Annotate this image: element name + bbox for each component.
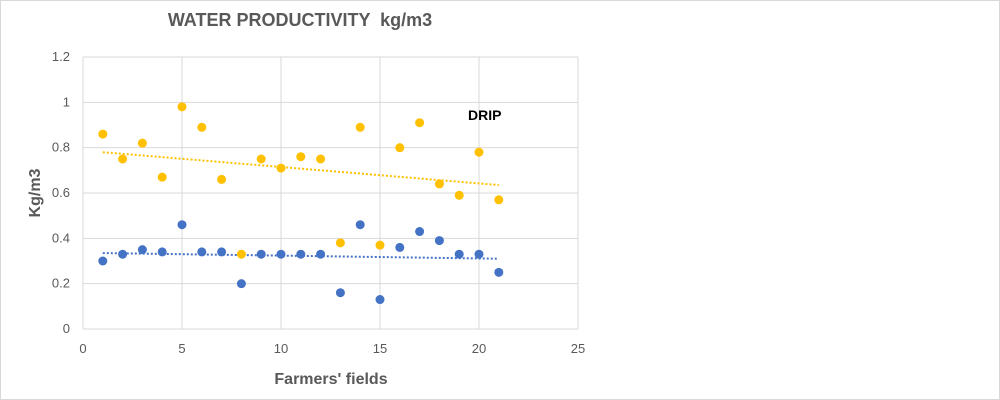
x-tick-label: 20 xyxy=(472,341,486,356)
data-point-series-2 xyxy=(296,249,306,259)
data-point-series-1 xyxy=(395,143,405,153)
data-point-series-1 xyxy=(494,195,504,205)
data-point-series-1 xyxy=(335,238,345,248)
data-point-series-2 xyxy=(98,256,108,266)
data-point-series-1 xyxy=(276,163,286,173)
x-tick-label: 15 xyxy=(373,341,387,356)
data-point-series-1 xyxy=(98,129,108,139)
data-point-series-1 xyxy=(316,154,326,164)
y-tick-label: 0.8 xyxy=(52,140,70,155)
data-point-series-2 xyxy=(276,249,286,259)
x-tick-label: 10 xyxy=(274,341,288,356)
data-point-series-2 xyxy=(256,249,266,259)
data-point-series-2 xyxy=(434,236,444,246)
data-point-series-1 xyxy=(157,172,167,182)
data-points xyxy=(98,102,504,305)
x-tick-label: 0 xyxy=(79,341,86,356)
data-point-series-1 xyxy=(197,122,207,132)
x-axis-label: Farmers' fields xyxy=(274,371,387,388)
data-point-series-2 xyxy=(474,249,484,259)
data-point-series-2 xyxy=(355,220,365,230)
data-point-series-2 xyxy=(118,249,128,259)
data-point-series-1 xyxy=(415,118,425,128)
data-point-series-1 xyxy=(296,152,306,162)
data-point-series-1 xyxy=(375,240,385,250)
x-tick-label: 25 xyxy=(571,341,585,356)
data-point-series-2 xyxy=(137,245,147,255)
y-axis-label: Kg/m3 xyxy=(27,168,44,217)
data-point-series-2 xyxy=(395,242,405,252)
data-point-series-2 xyxy=(454,249,464,259)
data-point-series-1 xyxy=(137,138,147,148)
data-point-series-2 xyxy=(494,267,504,277)
chart-title: WATER PRODUCTIVITY kg/m3 xyxy=(167,10,433,30)
data-point-series-2 xyxy=(316,249,326,259)
data-point-series-2 xyxy=(375,295,385,305)
data-point-series-1 xyxy=(256,154,266,164)
data-point-series-1 xyxy=(434,179,444,189)
y-tick-label: 0.4 xyxy=(52,230,70,245)
data-point-series-2 xyxy=(217,247,227,257)
y-tick-label: 0.2 xyxy=(52,276,70,291)
y-tick-label: 0 xyxy=(63,321,70,336)
data-point-series-1 xyxy=(177,102,187,112)
y-tick-label: 0.6 xyxy=(52,185,70,200)
data-point-series-2 xyxy=(236,279,246,289)
data-point-series-2 xyxy=(157,247,167,257)
y-tick-label: 1 xyxy=(63,94,70,109)
data-point-series-1 xyxy=(217,174,227,184)
y-tick-label: 1.2 xyxy=(52,49,70,64)
data-point-series-2 xyxy=(335,288,345,298)
data-point-series-1 xyxy=(355,122,365,132)
grid xyxy=(82,56,579,330)
data-point-series-2 xyxy=(197,247,207,257)
data-point-series-1 xyxy=(118,154,128,164)
data-point-series-1 xyxy=(454,190,464,200)
data-point-series-2 xyxy=(415,227,425,237)
x-tick-label: 5 xyxy=(178,341,185,356)
tick-labels: 0 0.2 0.4 0.6 0.8 1 1.2 0 5 10 15 20 25 xyxy=(52,49,585,356)
annotation-drip: DRIP xyxy=(468,107,501,123)
data-point-series-2 xyxy=(177,220,187,230)
data-point-series-1 xyxy=(236,249,246,259)
data-point-series-1 xyxy=(474,147,484,157)
